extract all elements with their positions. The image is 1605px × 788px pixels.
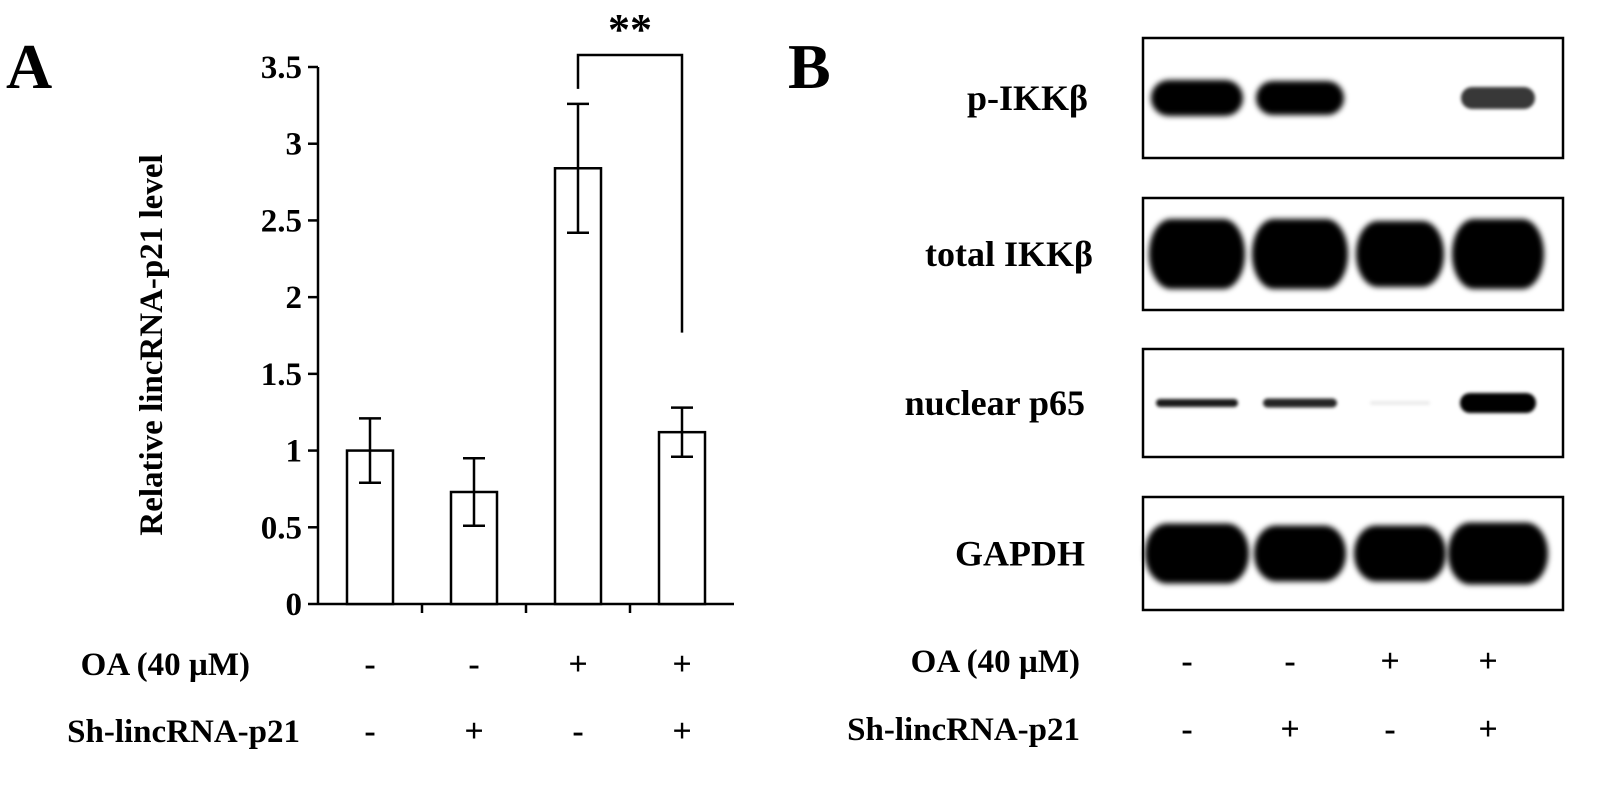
condition-sign: - [1181, 711, 1192, 748]
significance-bracket [576, 53, 684, 333]
condition-sign: + [672, 646, 691, 683]
blot-band [1370, 401, 1430, 405]
panel-b-letter: B [788, 31, 831, 102]
y-tick-label: 0 [286, 587, 303, 623]
blot-band [1256, 81, 1344, 115]
blot-band [1254, 525, 1346, 582]
blot-row-label: nuclear p65 [905, 383, 1085, 423]
condition-sign: + [464, 713, 483, 750]
y-tick-label: 2 [286, 280, 303, 316]
condition-sign: + [672, 713, 691, 750]
y-tick-label: 1.5 [261, 357, 302, 393]
condition-sign: + [1380, 643, 1399, 680]
blot-band [1145, 523, 1249, 584]
blot-band [1263, 398, 1337, 408]
condition-sign: - [572, 713, 583, 750]
y-axis-label: Relative lincRNA-p21 level [134, 154, 170, 535]
condition-label: OA (40 µM) [911, 644, 1080, 680]
condition-label: Sh-lincRNA-p21 [847, 712, 1080, 748]
condition-sign: - [1284, 643, 1295, 680]
bar-chart: 0 0.5 1 1.5 2 2.5 3 3.5 ** [261, 5, 734, 623]
condition-sign: - [1181, 643, 1192, 680]
condition-sign: - [468, 646, 479, 683]
condition-sign: + [1280, 711, 1299, 748]
significance-label: ** [608, 5, 652, 54]
blot-band [1354, 525, 1446, 582]
bar [553, 167, 603, 606]
blot-band [1151, 80, 1243, 116]
blot-row-label: total IKKβ [925, 234, 1093, 274]
condition-sign: + [568, 646, 587, 683]
blot-band [1452, 219, 1544, 289]
condition-sign: - [1384, 711, 1395, 748]
blot-band [1461, 87, 1535, 109]
y-tick-label: 3 [286, 127, 303, 163]
condition-table-b: OA (40 µM) - - + + Sh-lincRNA-p21 - + - + [847, 643, 1498, 748]
blot-band [1356, 221, 1444, 287]
blot-band [1149, 219, 1245, 289]
blot-band [1156, 399, 1238, 407]
panel-a-letter: A [6, 31, 52, 102]
y-tick-label: 0.5 [261, 510, 302, 546]
condition-label: Sh-lincRNA-p21 [67, 714, 300, 750]
western-blot: p-IKKβ total IKKβ nuclear p65 GAPDH [905, 36, 1565, 612]
y-tick-label: 3.5 [261, 50, 302, 86]
condition-sign: - [364, 646, 375, 683]
condition-table-a: OA (40 µM) - - + + Sh-lincRNA-p21 - + - + [67, 646, 692, 750]
condition-sign: + [1478, 711, 1497, 748]
blot-band [1252, 219, 1348, 289]
y-tick-label: 2.5 [261, 203, 302, 239]
blot-row-label: GAPDH [955, 534, 1085, 574]
condition-sign: - [364, 713, 375, 750]
condition-label: OA (40 µM) [81, 647, 250, 683]
blot-row-label: p-IKKβ [967, 78, 1088, 118]
y-tick-label: 1 [286, 434, 303, 470]
blot-band [1448, 522, 1548, 585]
bar [345, 449, 395, 606]
blot-band [1460, 393, 1536, 413]
condition-sign: + [1478, 643, 1497, 680]
